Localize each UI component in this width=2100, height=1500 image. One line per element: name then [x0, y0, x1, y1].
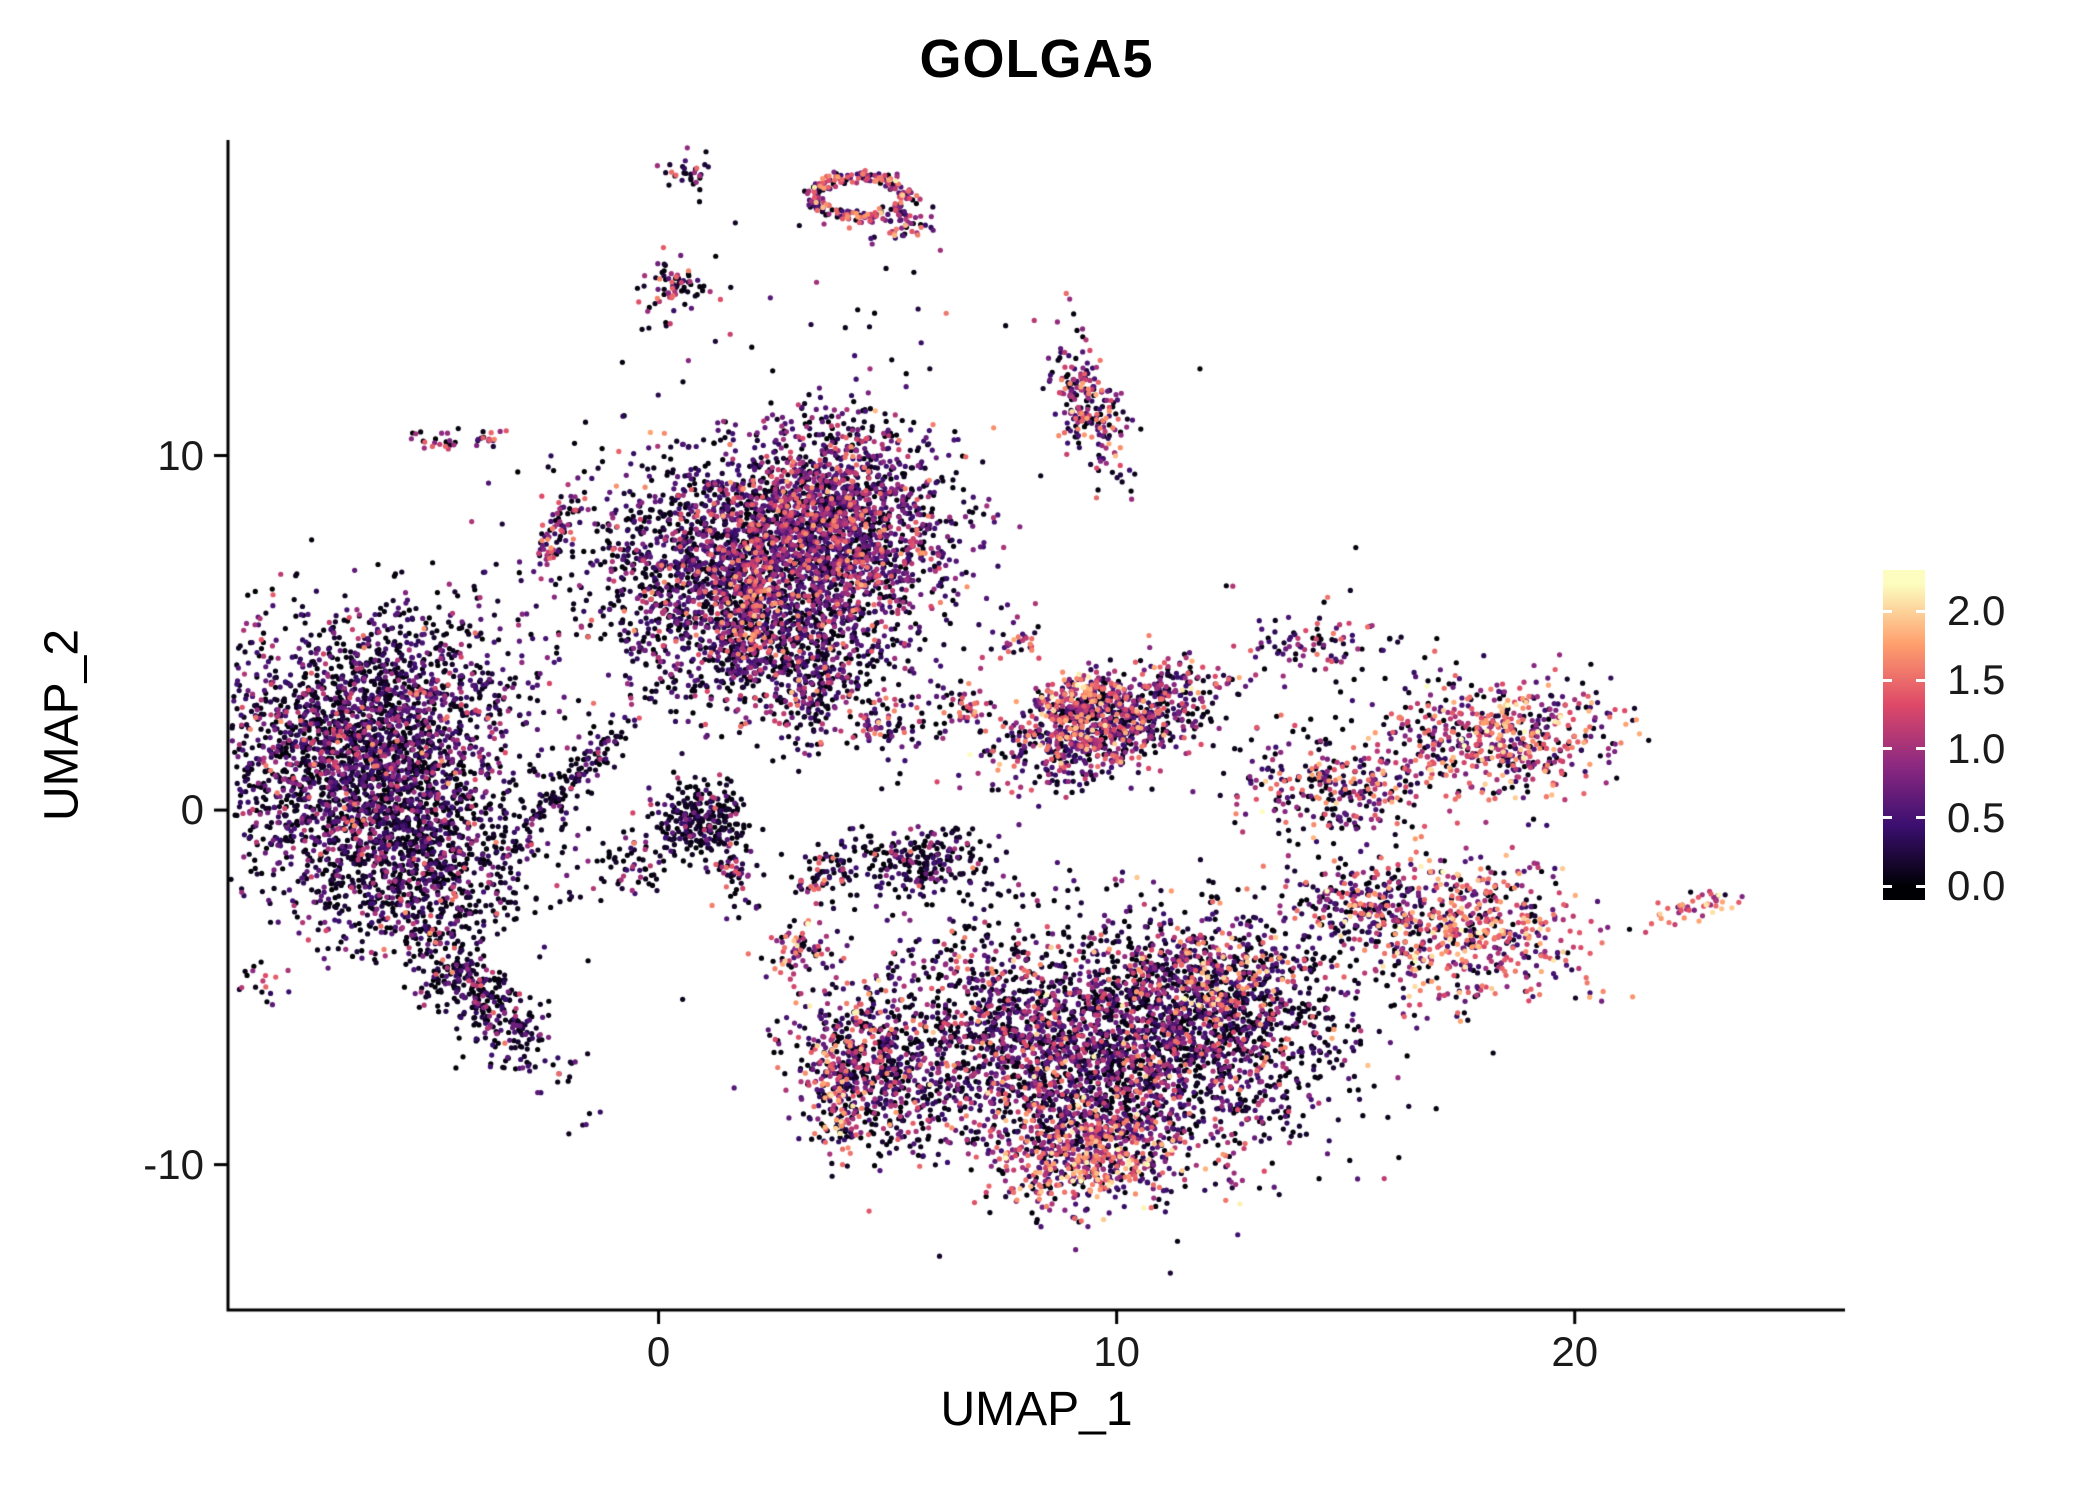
- legend-tick-label: 0.0: [1947, 862, 2006, 910]
- plot-title: GOLGA5: [919, 29, 1154, 89]
- legend-tick-label: 1.5: [1947, 656, 2006, 703]
- legend-tick-label: 2.0: [1947, 587, 2006, 635]
- legend-tick-mark: [1883, 747, 1892, 751]
- y-axis-label: UMAP_2: [35, 628, 89, 822]
- legend-tick-mark: [1883, 884, 1892, 888]
- legend-tick-label: 0.5: [1947, 793, 2006, 841]
- legend-tick-mark: [1916, 747, 1925, 751]
- legend-tick-mark: [1916, 609, 1925, 613]
- legend-tick-mark: [1883, 816, 1892, 819]
- x-axis-label: UMAP_1: [940, 1383, 1133, 1436]
- y-tick-label: -10: [143, 1140, 204, 1188]
- x-tick-label: 20: [1551, 1328, 1599, 1375]
- legend-tick-mark: [1883, 609, 1892, 613]
- legend-tick-mark: [1916, 816, 1925, 819]
- x-tick-label: 0: [646, 1328, 671, 1375]
- legend-tick-mark: [1916, 678, 1925, 682]
- legend-gradient-bar: [1883, 570, 1925, 900]
- y-tick-label: 0: [180, 786, 204, 834]
- legend-tick-label: 1.0: [1947, 724, 2006, 772]
- y-tick-label: 10: [157, 431, 204, 479]
- legend-tick-mark: [1883, 678, 1892, 682]
- x-tick-label: 10: [1093, 1328, 1141, 1375]
- legend-tick-mark: [1916, 884, 1925, 888]
